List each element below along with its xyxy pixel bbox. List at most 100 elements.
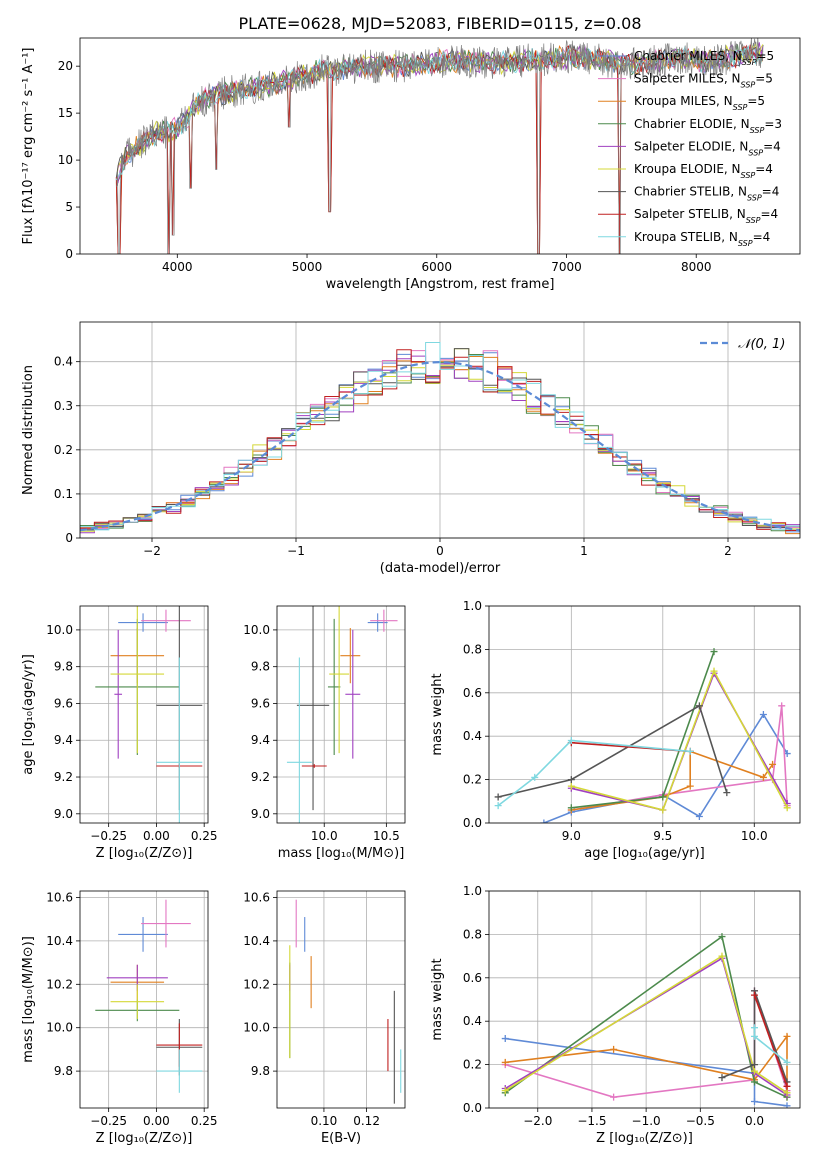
data-spectrum — [116, 38, 764, 254]
weight-marker-kroupa-stelib — [494, 802, 502, 810]
y-tick-label: 9.8 — [251, 660, 270, 674]
x-tick-label: 1 — [580, 544, 588, 558]
weight-line-chabrier-elodie — [504, 935, 788, 1098]
legend-label: Kroupa ELODIE, N — [634, 162, 741, 176]
x-axis-label: E(B-V) — [321, 1131, 361, 1146]
errorbar-salpeter-miles — [141, 899, 191, 948]
weight-marker-chabrier-miles — [759, 711, 767, 718]
x-tick-label: 8000 — [681, 260, 712, 274]
weight-marker-kroupa-miles — [610, 1045, 618, 1053]
y-tick-label: 10.4 — [243, 934, 270, 948]
y-tick-label: 10.0 — [243, 623, 270, 637]
weight-line-kroupa-elodie — [504, 954, 788, 1094]
errorbar-chabrier-miles — [367, 613, 388, 632]
weight-marker-kroupa-elodie — [567, 782, 575, 790]
y-tick-label: 0.8 — [463, 927, 482, 941]
axes-frame — [276, 605, 406, 824]
x-tick-label: 10.5 — [373, 829, 400, 843]
axes-frame — [488, 890, 801, 1109]
figure-title: PLATE=0628, MJD=52083, FIBERID=0115, z=0… — [238, 14, 641, 33]
legend-tail: =4 — [753, 230, 771, 244]
legend-subscript: SSP — [741, 171, 756, 180]
legend-subscript: SSP — [741, 80, 756, 89]
x-tick-label: 0.25 — [191, 829, 218, 843]
legend-tail: =5 — [756, 49, 774, 63]
weight-marker-chabrier-stelib — [723, 789, 731, 797]
y-tick-label: 10.2 — [243, 977, 270, 991]
y-tick-label: 9.4 — [54, 733, 73, 747]
y-tick-label: 10.6 — [46, 891, 73, 905]
weight-marker-salpeter-miles — [778, 702, 786, 710]
legend-subscript: SSP — [747, 193, 762, 202]
y-tick-label: 0.2 — [463, 1058, 482, 1072]
weight-marker-chabrier-miles — [540, 819, 548, 823]
x-axis-label: age [log₁₀(age/yr)] — [584, 846, 705, 861]
x-tick-label: 5000 — [292, 260, 323, 274]
y-tick-label: 0.0 — [463, 816, 482, 830]
y-tick-label: 9.8 — [54, 1064, 73, 1078]
errorbar-chabrier-stelib — [296, 606, 330, 811]
weight-marker-chabrier-miles — [783, 1102, 791, 1108]
errorbar-kroupa-elodie — [329, 606, 350, 754]
x-tick-label: 0.0 — [745, 1114, 764, 1128]
weight-line-chabrier-stelib — [497, 704, 728, 798]
weight-marker-chabrier-elodie — [710, 648, 718, 656]
y-tick-label: 10.4 — [46, 934, 73, 948]
weight-marker-kroupa-stelib — [750, 1024, 758, 1032]
weight-marker-chabrier-miles — [695, 812, 703, 820]
weight-marker-salpeter-stelib — [783, 1082, 791, 1090]
legend-label: Kroupa STELIB, N — [634, 230, 738, 244]
errorbar-kroupa-elodie — [110, 984, 165, 1020]
plot-area — [115, 38, 764, 254]
weight-marker-chabrier-elodie — [718, 933, 726, 941]
weight-marker-chabrier-elodie — [567, 804, 575, 812]
weight-line-salpeter-stelib — [753, 994, 788, 1087]
y-axis-label: Flux [fλ10⁻¹⁷ erg cm⁻² s⁻¹ A⁻¹] — [21, 48, 36, 245]
x-tick-label: 0.10 — [311, 1114, 338, 1128]
weight-marker-chabrier-stelib — [494, 793, 502, 801]
x-tick-label: 9.0 — [562, 829, 581, 843]
panel-spectrum: 4000 5000 6000 7000 8000 0 5 10 15 20 wavelength [… — [21, 37, 801, 292]
axes-frame — [79, 890, 209, 1109]
y-tick-label: 5 — [65, 200, 73, 214]
y-tick-label: 0 — [65, 531, 73, 545]
y-tick-label: 9.2 — [251, 770, 270, 784]
weight-marker-chabrier-stelib — [695, 702, 703, 710]
panel-residuals: −2 −1 0 1 2 0 0.1 0.2 0.3 0.4 (data-model)/error No… — [21, 321, 801, 576]
legend-entry-salpeter-elodie: Salpeter ELODIE, NSSP=4 — [634, 139, 781, 157]
x-tick-label: −1 — [287, 544, 305, 558]
y-axis-label: mass weight — [430, 673, 445, 755]
x-tick-label: −2.0 — [523, 1114, 552, 1128]
x-tick-label: 2 — [724, 544, 732, 558]
errorbar-kroupa-stelib — [156, 657, 203, 823]
weight-marker-kroupa-miles — [501, 1058, 509, 1066]
weight-marker-salpeter-miles — [610, 1093, 618, 1101]
legend-subscript: SSP — [733, 103, 748, 112]
y-tick-label: 9.4 — [251, 733, 270, 747]
plot-area — [289, 899, 402, 1104]
legend-entry-chabrier-miles: Chabrier MILES, NSSP=5 — [634, 49, 774, 67]
y-tick-label: 10 — [58, 153, 73, 167]
legend-subscript: SSP — [738, 238, 753, 247]
weight-marker-kroupa-elodie — [710, 667, 718, 675]
legend-label: Chabrier ELODIE, N — [634, 117, 750, 131]
legend-label: Salpeter MILES, N — [634, 72, 741, 86]
weight-marker-chabrier-stelib — [718, 1074, 726, 1082]
legend-entry-chabrier-elodie: Chabrier ELODIE, NSSP=3 — [634, 117, 782, 135]
weight-marker-kroupa-elodie — [501, 1087, 509, 1095]
x-axis-label: wavelength [Angstrom, rest frame] — [326, 277, 555, 292]
y-tick-label: 20 — [58, 59, 73, 73]
errorbar-kroupa-stelib — [286, 657, 312, 823]
weight-marker-chabrier-miles — [750, 1097, 758, 1105]
legend-label: Chabrier MILES, N — [634, 49, 742, 63]
panel-age-vs-mass: 10.0 10.5 9.0 9.2 9.4 9.6 9.8 10.0 mass [log₁₀(M… — [243, 605, 406, 861]
errorbar-salpeter-miles — [141, 609, 191, 632]
legend-subscript: SSP — [742, 58, 757, 67]
legend-entry-chabrier-stelib: Chabrier STELIB, NSSP=4 — [634, 185, 779, 203]
weight-marker-kroupa-elodie — [783, 804, 791, 812]
legend-label: Salpeter ELODIE, N — [634, 139, 748, 153]
legend-subscript: SSP — [746, 216, 761, 225]
legend-entry-kroupa-stelib: Kroupa STELIB, NSSP=4 — [634, 230, 770, 248]
legend-tail: =4 — [763, 139, 781, 153]
weight-marker-kroupa-elodie — [750, 1067, 758, 1075]
